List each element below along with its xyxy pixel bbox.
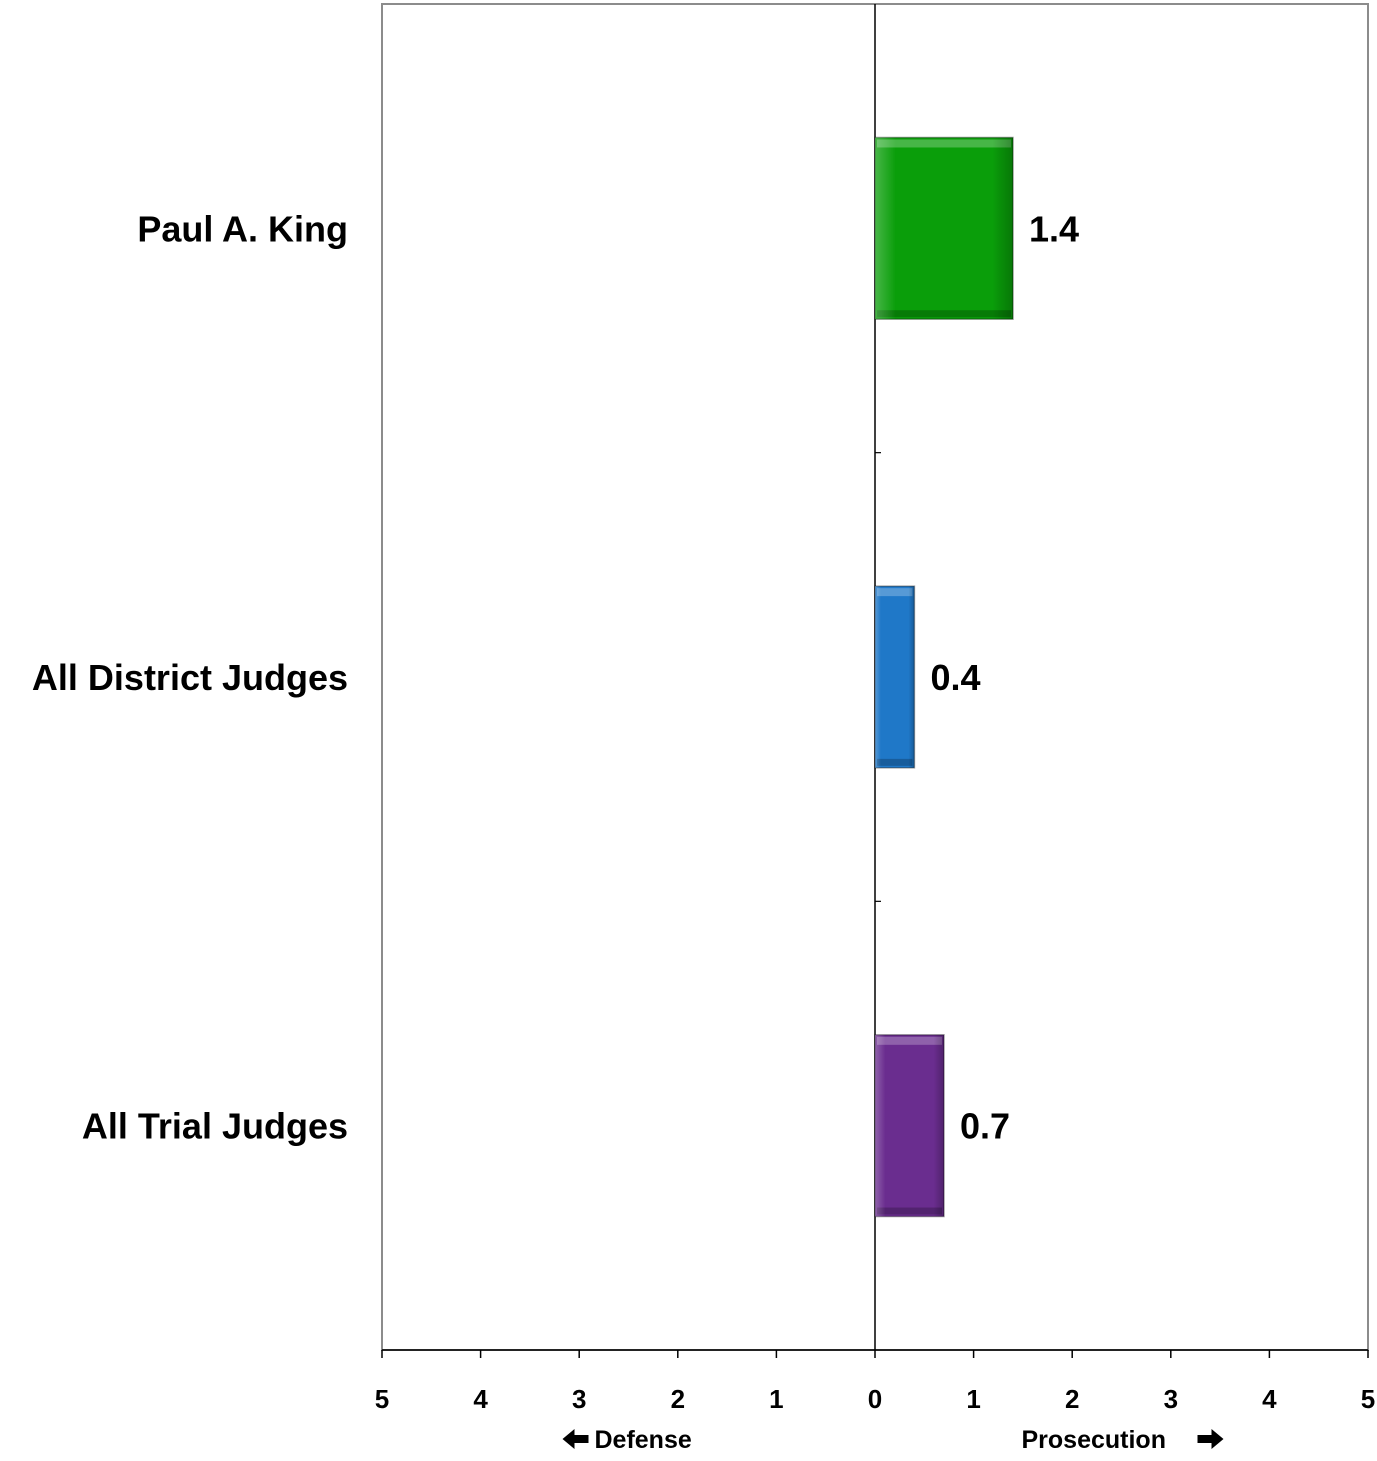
x-tick-label: 1 — [966, 1384, 980, 1414]
bar-shade — [875, 586, 915, 768]
value-label: 1.4 — [1029, 208, 1079, 249]
x-tick-label: 2 — [1065, 1384, 1079, 1414]
bar-shade — [875, 1034, 945, 1217]
value-label: 0.7 — [960, 1106, 1010, 1147]
x-tick-label: 1 — [769, 1384, 783, 1414]
x-tick-label: 4 — [473, 1384, 488, 1414]
arrow-left-icon — [562, 1429, 589, 1449]
bar-shade — [875, 137, 1014, 320]
arrow-right-icon — [1197, 1429, 1224, 1449]
x-tick-label: 5 — [375, 1384, 389, 1414]
value-label: 0.4 — [930, 657, 980, 698]
category-label: All District Judges — [32, 657, 348, 698]
labels: 1.4 Paul A. King 0.4 All District Judges 0.7… — [32, 208, 1079, 1146]
bars — [874, 136, 1014, 1218]
prosecution-label: Prosecution — [1022, 1426, 1166, 1454]
x-tick-label: 5 — [1361, 1384, 1375, 1414]
x-tick-label: 2 — [671, 1384, 685, 1414]
x-tick-label: 3 — [1164, 1384, 1178, 1414]
x-tick-label: 4 — [1262, 1384, 1277, 1414]
x-tick-label: 0 — [868, 1384, 882, 1414]
defense-label: Defense — [595, 1426, 692, 1454]
category-label: Paul A. King — [137, 208, 348, 249]
x-tick-label: 3 — [572, 1384, 586, 1414]
category-label: All Trial Judges — [82, 1106, 348, 1147]
